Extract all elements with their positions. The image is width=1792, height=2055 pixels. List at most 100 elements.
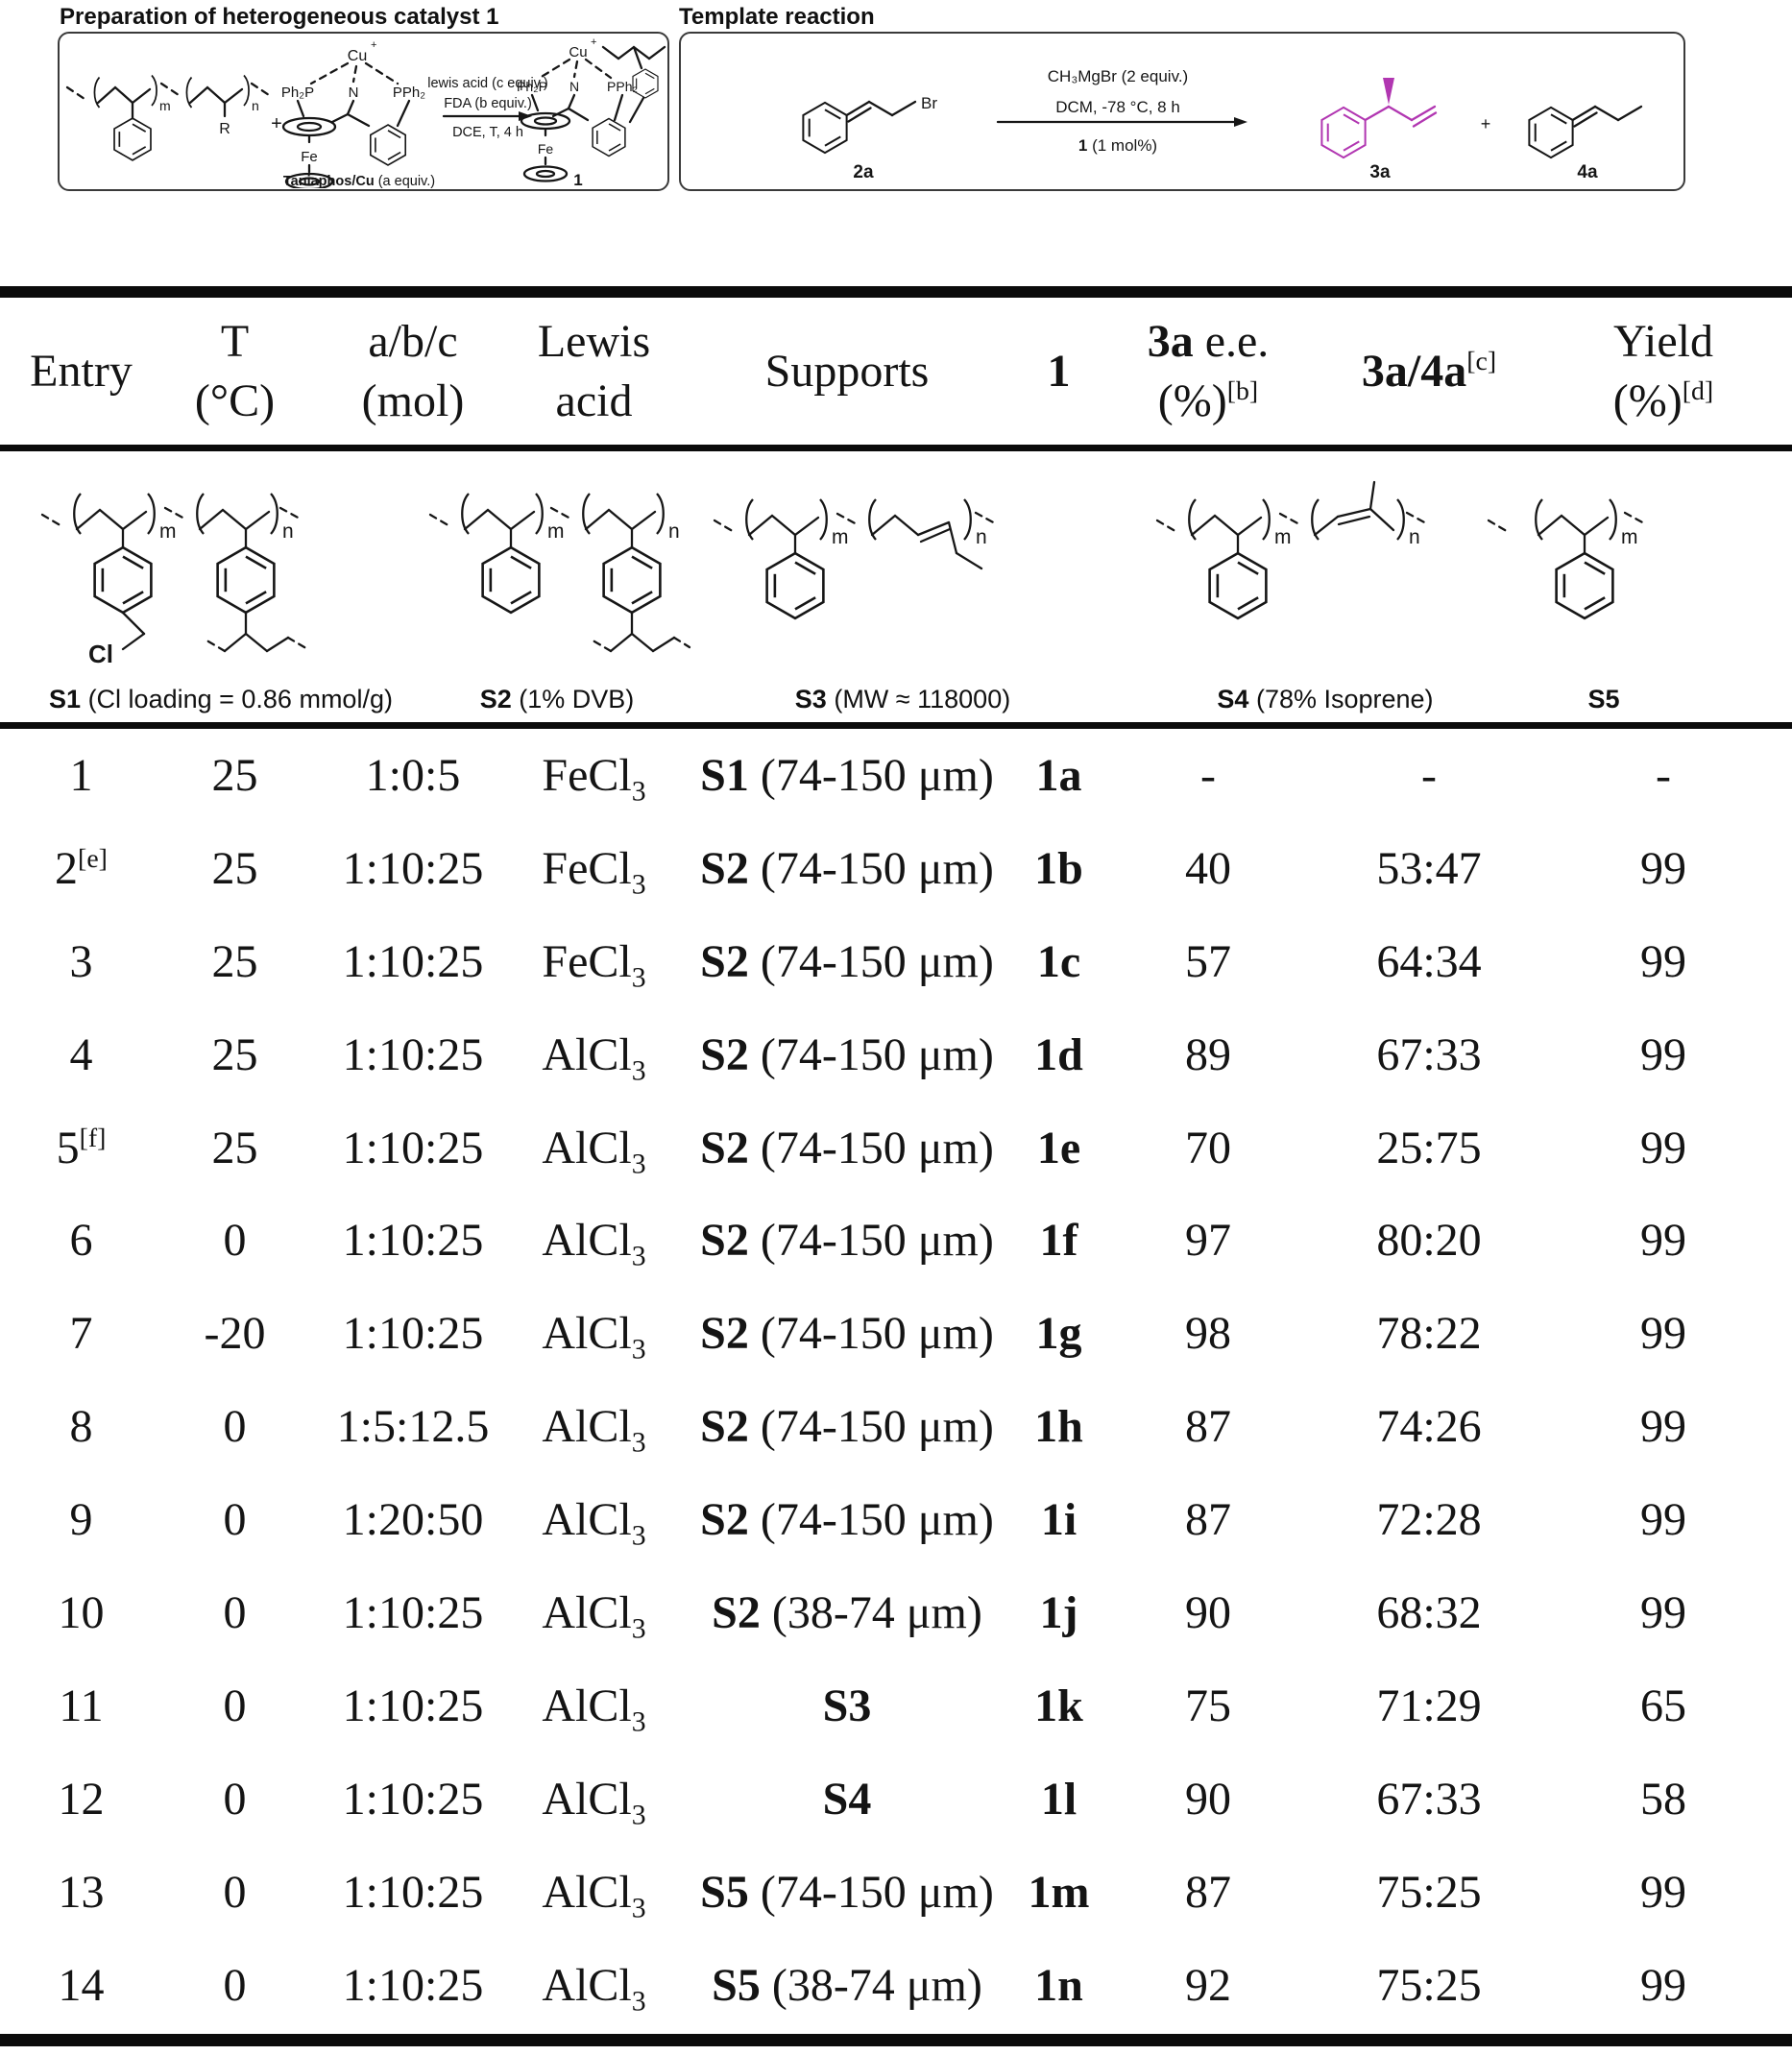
cell-ee: 57 [1185, 935, 1231, 987]
cell-ee: 98 [1185, 1308, 1231, 1360]
cell-ratio: 72:28 [1376, 1494, 1482, 1546]
cell-ee: - [1200, 749, 1216, 801]
subscript-m: m [832, 526, 849, 548]
cell-temperature: 25 [211, 1122, 258, 1173]
table-row: 12 0 1:10:25 AlCl3 S4 1l 90 67:33 58 [0, 1753, 1792, 1846]
cell-lewis-acid: FeCl3 [542, 935, 646, 994]
support-s5-structure: m [1487, 497, 1648, 620]
table-header-row: Entry T (°C) a/b/c (mol) Lewis acid Support… [0, 299, 1792, 445]
condition-lewis-acid: lewis acid (c equiv.) [427, 76, 547, 91]
cell-yield: 99 [1640, 1308, 1686, 1360]
aryl-ring [369, 124, 407, 166]
subscript-m: m [159, 520, 177, 543]
subscript-m: m [159, 98, 171, 113]
cell-yield: 65 [1640, 1680, 1686, 1731]
compound-4a-label: 4a [1577, 162, 1598, 182]
subscript-n: n [668, 520, 680, 543]
cell-catalyst: 1b [1034, 842, 1083, 894]
cell-ee: 40 [1185, 842, 1231, 894]
cell-ratio: 25:75 [1376, 1122, 1482, 1173]
template-reaction-scheme: Br 2a CH₃MgBr (2 equiv.) DCM, -78 °C, 8 … [802, 67, 1643, 182]
cell-yield: 99 [1640, 1959, 1686, 2011]
cell-temperature: 0 [223, 1866, 247, 1918]
cell-support: S1 (74-150 μm) [700, 749, 994, 801]
cell-lewis-acid: AlCl3 [542, 1959, 646, 2018]
taniaphos-label: Taniaphos/Cu (a equiv.) [283, 174, 435, 188]
cell-ee: 92 [1185, 1959, 1231, 2011]
cell-abc-ratio: 1:10:25 [342, 935, 484, 987]
table-row: 9 0 1:20:50 AlCl3 S2 (74-150 μm) 1i 87 7… [0, 1473, 1792, 1566]
cell-lewis-acid: AlCl3 [542, 1215, 646, 1272]
cell-abc-ratio: 1:10:25 [342, 1215, 484, 1267]
phenyl-ring [765, 551, 825, 620]
cell-catalyst: 1l [1040, 1773, 1078, 1825]
cell-catalyst: 1m [1028, 1866, 1090, 1918]
cell-temperature: 0 [223, 1680, 247, 1731]
support-s2-structure: m n [428, 492, 691, 653]
cell-entry: 13 [58, 1866, 105, 1918]
cell-yield: 99 [1640, 1866, 1686, 1918]
product-3a-structure [1320, 78, 1438, 159]
subscript-m: m [1621, 526, 1638, 548]
cell-abc-ratio: 1:10:25 [342, 1866, 484, 1918]
cl-label: Cl [88, 640, 113, 668]
plus-sign: + [271, 113, 282, 134]
cell-abc-ratio: 1:10:25 [342, 1680, 484, 1731]
ph2p-label: Ph₂P [517, 79, 547, 94]
cell-support: S5 (38-74 μm) [712, 1959, 982, 2011]
aryl-ring [93, 545, 153, 615]
ph2p-label: Ph₂P [281, 85, 314, 101]
cell-catalyst: 1j [1039, 1586, 1078, 1638]
table-row: 2[e] 25 1:10:25 FeCl3 S2 (74-150 μm) 1b … [0, 822, 1792, 915]
fe-label: Fe [301, 149, 318, 165]
table-row: 14 0 1:10:25 AlCl3 S5 (38-74 μm) 1n 92 7… [0, 1939, 1792, 2032]
cell-entry: 1 [69, 749, 93, 801]
cell-ee: 87 [1185, 1494, 1231, 1546]
table-row: 13 0 1:10:25 AlCl3 S5 (74-150 μm) 1m 87 … [0, 1846, 1792, 1939]
cell-catalyst: 1e [1036, 1122, 1081, 1173]
table-row: 3 25 1:10:25 FeCl3 S2 (74-150 μm) 1c 57 … [0, 915, 1792, 1008]
cell-ratio: 78:22 [1376, 1308, 1482, 1360]
scheme-right-title: Template reaction [679, 4, 875, 30]
cell-catalyst: 1n [1034, 1959, 1083, 2011]
cell-temperature: 0 [223, 1959, 247, 2011]
cell-entry: 9 [69, 1494, 93, 1546]
subscript-n: n [282, 520, 294, 543]
cell-lewis-acid: AlCl3 [542, 1028, 646, 1087]
cell-abc-ratio: 1:20:50 [342, 1494, 484, 1546]
header-catalyst-1: 1 [1047, 346, 1071, 397]
phenyl-ring [481, 545, 541, 615]
n-label: N [569, 79, 579, 94]
cell-lewis-acid: AlCl3 [542, 1122, 646, 1180]
header-temperature: T (°C) [194, 316, 276, 426]
header-lewis-acid: Lewis acid [537, 316, 651, 426]
cell-yield: 99 [1640, 1122, 1686, 1173]
cu-charge: + [591, 36, 596, 48]
pph2-label: PPh₂ [607, 79, 638, 94]
compound-3a-label: 3a [1369, 162, 1391, 182]
cell-support: S4 [822, 1773, 872, 1825]
cell-ratio: 75:25 [1376, 1959, 1482, 2011]
cell-entry: 11 [59, 1680, 104, 1731]
table-row: 6 0 1:10:25 AlCl3 S2 (74-150 μm) 1f 97 8… [0, 1194, 1792, 1287]
subscript-n: n [1409, 526, 1420, 548]
cell-yield: 99 [1640, 842, 1686, 894]
cell-ratio: 74:26 [1376, 1401, 1482, 1453]
cell-support: S3 [822, 1680, 872, 1731]
cell-yield: 99 [1640, 1586, 1686, 1638]
cell-abc-ratio: 1:10:25 [342, 1586, 484, 1638]
cell-ee: 89 [1185, 1028, 1231, 1080]
table-row: 7 -20 1:10:25 AlCl3 S2 (74-150 μm) 1g 98… [0, 1287, 1792, 1380]
cell-entry: 14 [58, 1959, 105, 2011]
cell-temperature: 25 [211, 749, 258, 801]
subscript-n: n [252, 98, 259, 113]
cell-support: S2 (74-150 μm) [700, 842, 994, 894]
cell-ratio: 67:33 [1376, 1773, 1482, 1825]
table-row: 4 25 1:10:25 AlCl3 S2 (74-150 μm) 1d 89 … [0, 1008, 1792, 1101]
cell-ee: 97 [1185, 1215, 1231, 1267]
cell-yield: - [1656, 749, 1671, 801]
subscript-n: n [976, 526, 987, 548]
cell-ee: 87 [1185, 1866, 1231, 1918]
cell-temperature: -20 [204, 1308, 266, 1360]
cell-catalyst: 1c [1036, 935, 1081, 987]
